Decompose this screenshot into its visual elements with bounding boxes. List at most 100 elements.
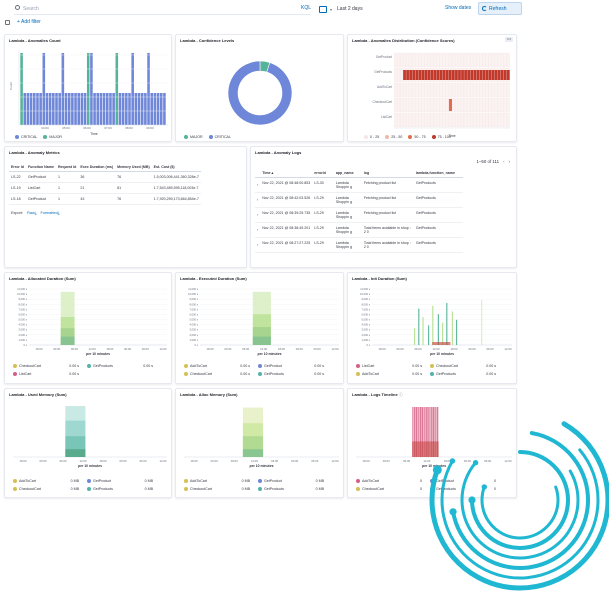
legend-item[interactable]: CheckoutCart 0 MB bbox=[13, 487, 87, 491]
spike[interactable] bbox=[451, 311, 453, 345]
bar[interactable] bbox=[419, 407, 422, 457]
heat-cell[interactable] bbox=[482, 70, 486, 80]
heat-cell[interactable] bbox=[448, 99, 452, 111]
bar[interactable] bbox=[67, 93, 71, 125]
filter-icon[interactable] bbox=[5, 20, 10, 25]
bar[interactable] bbox=[93, 93, 96, 125]
legend-item[interactable]: AddToCart 0.00 s bbox=[184, 364, 258, 368]
legend-item-critical[interactable]: CRITICAL bbox=[15, 135, 37, 140]
legend-item[interactable]: GetProduct 0 MB bbox=[87, 479, 161, 483]
export-raw-link[interactable]: Raw bbox=[27, 211, 35, 215]
column-header[interactable]: Request Id bbox=[55, 163, 79, 172]
heat-cell[interactable] bbox=[470, 70, 474, 80]
heat-cell[interactable] bbox=[403, 70, 406, 80]
bar[interactable] bbox=[55, 93, 58, 125]
bar[interactable] bbox=[134, 93, 138, 125]
bar[interactable] bbox=[414, 407, 416, 457]
legend-item-major[interactable]: MAJOR bbox=[43, 135, 62, 140]
bar[interactable] bbox=[427, 407, 429, 457]
legend-item[interactable]: AddToCart 0 MB bbox=[13, 479, 87, 483]
refresh-button[interactable]: Refresh bbox=[478, 2, 522, 15]
table-row[interactable]: › Nov 22, 2021 @ 08:42:03.526 LS-29 Lambda … bbox=[255, 192, 463, 208]
bar[interactable] bbox=[80, 93, 84, 125]
heat-cell[interactable] bbox=[461, 70, 464, 80]
bar[interactable] bbox=[23, 93, 27, 125]
expand-row-icon[interactable]: › bbox=[255, 192, 261, 208]
column-header[interactable]: Memory Used (MB) bbox=[115, 163, 152, 172]
heat-cell[interactable] bbox=[415, 70, 419, 80]
heat-cell[interactable] bbox=[442, 70, 446, 80]
show-dates-link[interactable]: Show dates bbox=[445, 5, 472, 11]
bar[interactable] bbox=[128, 93, 131, 125]
column-header[interactable]: errorId bbox=[312, 169, 334, 178]
heat-cell[interactable] bbox=[421, 70, 425, 80]
heat-cell[interactable] bbox=[427, 70, 431, 80]
legend-item[interactable]: CheckoutCart 0.00 s bbox=[430, 364, 504, 368]
column-header[interactable]: lambda.function_name bbox=[413, 169, 463, 178]
bar[interactable] bbox=[61, 53, 65, 125]
legend-item[interactable]: GetProduct 0 bbox=[430, 479, 504, 483]
legend-item[interactable]: CheckoutCart 0 MB bbox=[184, 487, 258, 491]
legend-item-0-25[interactable]: 0 - 25 bbox=[364, 135, 379, 140]
chevron-down-icon[interactable]: ▾ bbox=[330, 6, 333, 12]
bar[interactable] bbox=[118, 93, 122, 125]
heat-cell[interactable] bbox=[406, 70, 409, 80]
legend-item-critical[interactable]: CRITICAL bbox=[208, 135, 231, 140]
bar[interactable] bbox=[99, 93, 103, 125]
export-formatted-link[interactable]: Formatted bbox=[40, 211, 58, 215]
panel-options-icon[interactable]: ••• bbox=[505, 36, 513, 42]
legend-item[interactable]: AddToCart 0 MB bbox=[184, 479, 258, 483]
bar[interactable] bbox=[29, 93, 33, 125]
spike[interactable] bbox=[432, 305, 434, 345]
spike[interactable] bbox=[481, 300, 483, 345]
bar[interactable] bbox=[412, 407, 414, 457]
legend-item[interactable]: AddToCart 0 bbox=[356, 479, 430, 483]
table-row[interactable]: › Nov 22, 2021 @ 08:27:27.225 LS-29 Lambda … bbox=[255, 237, 463, 253]
legend-item[interactable]: GetProducts 0.00 s bbox=[258, 372, 332, 376]
bar[interactable] bbox=[42, 53, 46, 125]
bar[interactable] bbox=[96, 93, 100, 125]
area-series[interactable] bbox=[65, 449, 86, 457]
heat-cell[interactable] bbox=[467, 70, 471, 80]
spike[interactable] bbox=[446, 303, 448, 345]
table-row[interactable]: › Nov 22, 2021 @ 08:38:49.201 LS-29 Lambda … bbox=[255, 222, 463, 238]
spike[interactable] bbox=[456, 319, 458, 345]
bar[interactable] bbox=[32, 93, 36, 125]
legend-item[interactable]: CheckoutCart 0.00 s bbox=[13, 364, 87, 368]
legend-item[interactable]: AddToCart 0.00 s bbox=[356, 372, 430, 376]
bar[interactable] bbox=[425, 407, 427, 457]
bar[interactable] bbox=[125, 93, 128, 125]
download-icon[interactable]: ⤓ bbox=[34, 211, 37, 215]
heat-cell[interactable] bbox=[412, 70, 416, 80]
table-row[interactable]: › Nov 22, 2021 @ 08:39:25.735 LS-29 Lambda … bbox=[255, 207, 463, 223]
heat-cell[interactable] bbox=[479, 70, 483, 80]
expand-row-icon[interactable]: › bbox=[255, 177, 261, 193]
info-icon[interactable]: ⓘ bbox=[398, 392, 403, 397]
bar[interactable] bbox=[153, 93, 157, 125]
bar[interactable] bbox=[77, 93, 81, 125]
legend-item-25-50[interactable]: 25 - 50 bbox=[385, 135, 402, 140]
column-header[interactable]: Function Name bbox=[25, 163, 56, 172]
legend-item[interactable]: GetProducts 0.00 s bbox=[87, 364, 161, 368]
heat-cell[interactable] bbox=[433, 70, 437, 80]
heat-cell[interactable] bbox=[476, 70, 480, 80]
bar[interactable] bbox=[159, 93, 163, 125]
legend-item-major[interactable]: MAJOR bbox=[184, 135, 203, 140]
prev-page-button[interactable]: ‹ bbox=[503, 159, 505, 164]
spike[interactable] bbox=[422, 317, 424, 345]
legend-item[interactable]: ListCart 0.00 s bbox=[13, 372, 87, 376]
bar[interactable] bbox=[423, 407, 426, 457]
area-series[interactable] bbox=[252, 336, 271, 345]
heat-cell[interactable] bbox=[455, 70, 458, 80]
bar[interactable] bbox=[36, 93, 39, 125]
expand-row-icon[interactable]: › bbox=[255, 207, 261, 223]
heat-cell[interactable] bbox=[491, 70, 495, 80]
heat-cell[interactable] bbox=[458, 70, 461, 80]
spike[interactable] bbox=[442, 322, 444, 345]
heat-cell[interactable] bbox=[418, 70, 422, 80]
bar[interactable] bbox=[58, 93, 61, 125]
bar[interactable] bbox=[52, 93, 55, 125]
bar[interactable] bbox=[137, 93, 141, 125]
bar[interactable] bbox=[140, 93, 144, 125]
search-input[interactable]: Search bbox=[14, 3, 310, 15]
